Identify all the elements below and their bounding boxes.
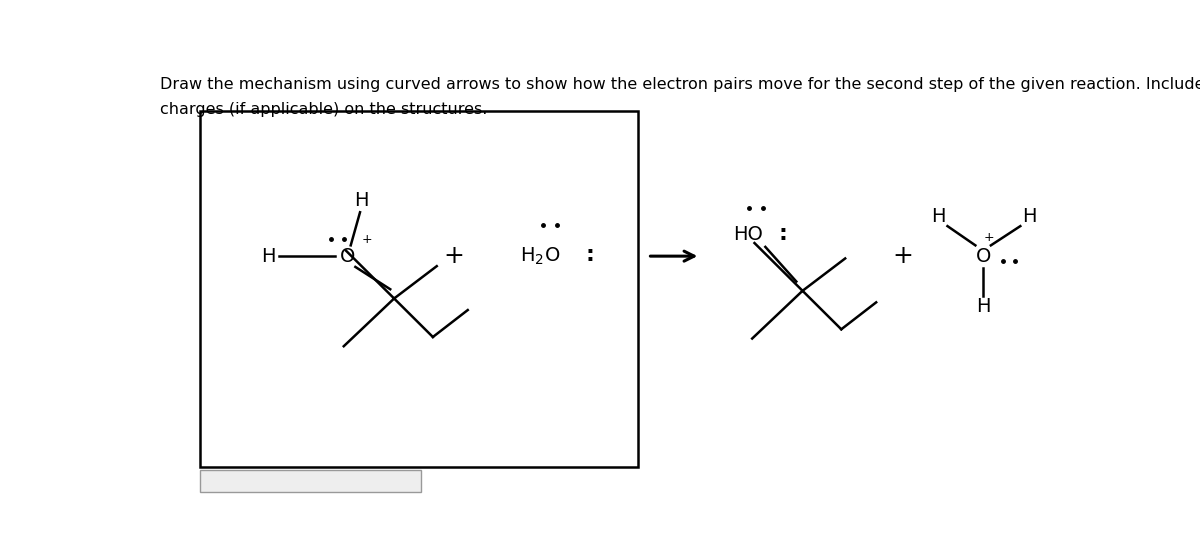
Text: H$_2$O: H$_2$O bbox=[521, 246, 560, 267]
Text: O: O bbox=[340, 247, 355, 266]
Text: O: O bbox=[976, 247, 991, 266]
Text: H: H bbox=[976, 297, 990, 316]
Text: H: H bbox=[1022, 207, 1037, 226]
Text: +: + bbox=[984, 231, 995, 244]
Text: +: + bbox=[443, 244, 464, 268]
Text: :: : bbox=[586, 245, 595, 265]
Text: HO: HO bbox=[733, 225, 763, 244]
Text: H: H bbox=[354, 191, 368, 210]
Text: +: + bbox=[361, 233, 372, 246]
Text: +: + bbox=[893, 244, 913, 268]
Text: charges (if applicable) on the structures.: charges (if applicable) on the structure… bbox=[160, 102, 487, 117]
Text: H: H bbox=[262, 247, 276, 266]
Bar bbox=[200, 470, 421, 492]
Text: :: : bbox=[779, 224, 787, 244]
Bar bbox=[200, 111, 638, 467]
Text: Draw the mechanism using curved arrows to show how the electron pairs move for t: Draw the mechanism using curved arrows t… bbox=[160, 77, 1200, 92]
Text: H: H bbox=[931, 207, 946, 226]
